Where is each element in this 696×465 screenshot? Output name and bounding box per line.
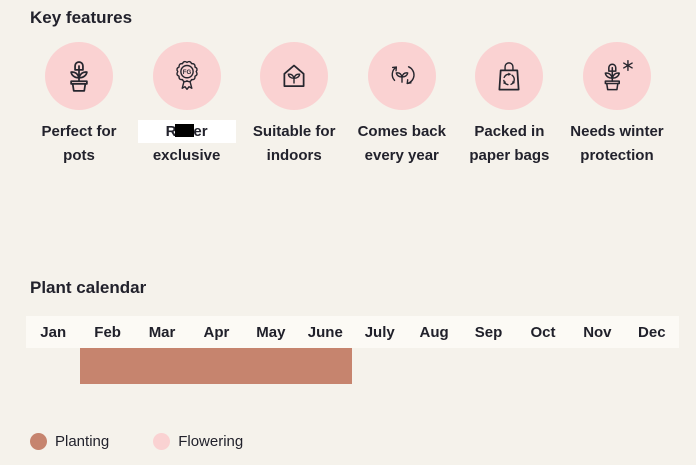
- legend-item-flowering: Flowering: [153, 433, 243, 450]
- feature-circle: [45, 42, 113, 110]
- redacted-prefix: R: [165, 123, 177, 140]
- month-label-june: June: [307, 323, 343, 341]
- feature-label: Perfect for pots: [41, 120, 116, 168]
- feature-label: Comes back every year: [358, 120, 446, 168]
- feature-label: Packed in paper bags: [469, 120, 549, 168]
- badge-text: FG: [182, 69, 191, 76]
- feature-label-line1: Comes back: [357, 123, 446, 140]
- feature-comes-back: Comes back every year: [349, 42, 455, 168]
- month-label-sep: Sep: [474, 323, 503, 341]
- month-label-july: July: [364, 323, 395, 341]
- legend-item-planting: Planting: [30, 433, 109, 450]
- month-label-feb: Feb: [94, 323, 121, 341]
- feature-circle: [260, 42, 329, 110]
- legend-label: Flowering: [178, 433, 244, 450]
- feature-label-line1: Packed in: [474, 123, 545, 140]
- feature-label-line1: Perfect for: [41, 123, 117, 140]
- month-label-mar: Mar: [148, 323, 176, 341]
- winter-protection-icon: [604, 59, 633, 91]
- feature-label: Suitable for indoors: [253, 120, 336, 168]
- legend-dot: [30, 433, 47, 450]
- feature-suitable-indoors: Suitable for indoors: [241, 42, 347, 168]
- feature-label-line2: paper bags: [469, 147, 550, 164]
- snowflake-glyph: [623, 59, 633, 72]
- feature-label-line2: exclusive: [152, 147, 221, 164]
- legend-dot: [153, 433, 171, 450]
- feature-label-line1: Suitable for: [252, 123, 336, 140]
- calendar-legend: Planting Flowering: [30, 433, 696, 450]
- feature-label-line2: protection: [580, 147, 654, 164]
- feature-circle: [367, 42, 436, 110]
- feature-label-line2: every year: [364, 147, 439, 164]
- month-label-jan: Jan: [40, 323, 67, 341]
- calendar-bar-row: [26, 348, 679, 384]
- feature-circle: FG: [152, 42, 221, 110]
- feature-label: Needs winter protection: [570, 120, 663, 168]
- redacted-suffix: er: [193, 123, 208, 140]
- feature-label-line1: Needs winter: [570, 123, 664, 140]
- month-label-dec: Dec: [638, 323, 666, 341]
- month-label-may: May: [256, 323, 286, 341]
- planting-bar: [80, 348, 353, 384]
- recycle-plant-icon: [391, 66, 415, 85]
- house-plant-icon: [283, 64, 305, 87]
- plant-calendar: Jan Feb Mar Apr May June July Aug Sep Oc…: [26, 316, 679, 384]
- feature-circle: [475, 42, 544, 110]
- month-label-nov: Nov: [583, 323, 612, 341]
- redaction-block: [175, 124, 195, 137]
- paper-bag-recycle-icon: [498, 62, 520, 91]
- potted-flower-icon: [70, 61, 88, 92]
- feature-label-line2: pots: [63, 147, 95, 164]
- award-badge-icon: FG: [175, 60, 198, 91]
- feature-label-line2: indoors: [266, 147, 322, 164]
- feature-paper-bags: Packed in paper bags: [456, 42, 562, 168]
- month-label-aug: Aug: [419, 323, 449, 341]
- key-features-title: Key features: [30, 8, 133, 27]
- feature-circle: [582, 42, 651, 110]
- months-strip: Jan Feb Mar Apr May June July Aug Sep Oc…: [26, 316, 679, 348]
- feature-perfect-for-pots: Perfect for pots: [26, 42, 132, 168]
- feature-winter-protection: Needs winter protection: [564, 42, 670, 168]
- plant-calendar-title: Plant calendar: [30, 278, 147, 297]
- month-label-oct: Oct: [530, 323, 556, 341]
- month-label-apr: Apr: [203, 323, 230, 341]
- legend-label: Planting: [55, 433, 110, 450]
